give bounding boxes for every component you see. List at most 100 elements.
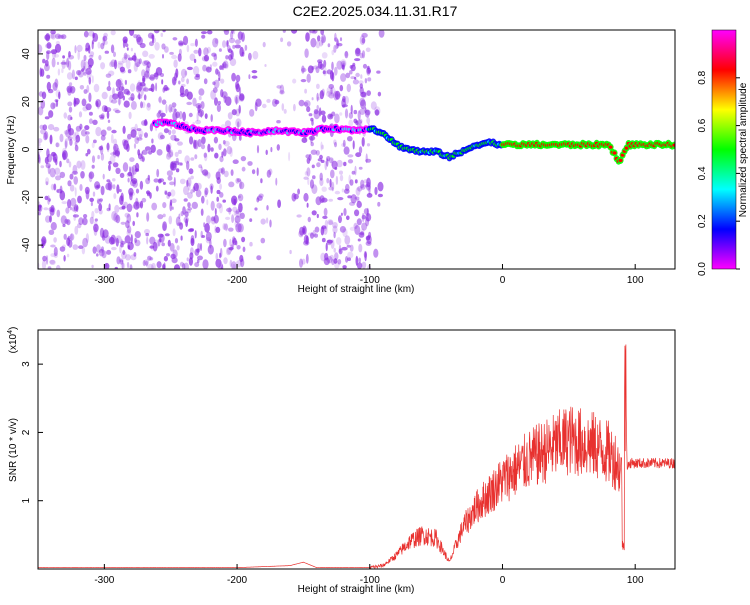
- noise-speckle: [355, 72, 360, 78]
- noise-speckle: [92, 191, 96, 197]
- noise-speckle: [139, 82, 146, 87]
- noise-speckle: [356, 262, 363, 269]
- noise-speckle: [200, 101, 205, 110]
- noise-speckle: [59, 185, 63, 194]
- noise-speckle: [96, 253, 99, 257]
- noise-speckle: [321, 225, 327, 230]
- noise-speckle: [166, 151, 174, 158]
- noise-speckle: [313, 30, 318, 34]
- noise-speckle: [112, 108, 119, 112]
- noise-speckle: [68, 161, 72, 168]
- noise-speckle: [174, 108, 177, 112]
- noise-speckle: [336, 159, 343, 168]
- noise-speckle: [231, 195, 238, 205]
- noise-speckle: [216, 189, 221, 195]
- noise-speckle: [133, 52, 137, 63]
- noise-speckle: [164, 87, 170, 91]
- snr-x-ticks: -300 -200 -100 0 100: [94, 564, 644, 586]
- noise-speckle: [93, 139, 97, 144]
- noise-speckle: [241, 32, 245, 42]
- noise-speckle: [201, 235, 205, 238]
- noise-speckle: [186, 160, 190, 171]
- noise-speckle: [38, 154, 41, 163]
- ridge-point: [624, 146, 629, 150]
- noise-speckle: [377, 193, 383, 198]
- noise-speckle: [162, 54, 164, 59]
- noise-speckle: [200, 208, 204, 216]
- noise-speckle: [374, 186, 378, 196]
- noise-speckle: [157, 178, 162, 184]
- noise-speckle: [72, 244, 79, 250]
- noise-speckle: [239, 179, 242, 189]
- noise-speckle: [46, 51, 50, 60]
- noise-speckle: [200, 230, 203, 239]
- noise-speckle: [356, 218, 362, 226]
- noise-speckle: [81, 246, 86, 255]
- noise-speckle: [239, 93, 245, 101]
- noise-speckle: [135, 34, 142, 43]
- noise-speckle: [255, 98, 262, 107]
- noise-speckle: [138, 153, 143, 160]
- noise-speckle: [146, 212, 150, 222]
- noise-speckle: [129, 192, 133, 201]
- noise-speckle: [307, 177, 310, 186]
- noise-speckle: [49, 259, 56, 265]
- noise-speckle: [339, 170, 343, 175]
- noise-speckle: [212, 81, 216, 85]
- noise-speckle: [378, 30, 385, 38]
- noise-speckle: [236, 178, 241, 183]
- noise-speckle: [344, 235, 351, 245]
- noise-speckle: [326, 256, 333, 264]
- noise-speckle: [70, 197, 77, 207]
- noise-speckle: [85, 67, 92, 75]
- noise-speckle: [46, 153, 53, 163]
- noise-speckle: [373, 248, 379, 258]
- noise-speckle: [258, 193, 264, 198]
- noise-speckle: [282, 30, 286, 33]
- noise-speckle: [334, 141, 337, 148]
- noise-speckle: [222, 40, 227, 48]
- noise-speckle: [354, 179, 358, 184]
- noise-speckle: [219, 65, 223, 70]
- noise-speckle: [321, 114, 327, 123]
- noise-speckle: [80, 160, 86, 170]
- noise-speckle: [231, 109, 237, 116]
- noise-speckle: [223, 238, 227, 248]
- noise-speckle: [256, 145, 260, 154]
- noise-speckle: [74, 205, 77, 213]
- noise-speckle: [251, 169, 256, 175]
- noise-speckle: [214, 208, 217, 216]
- noise-speckle: [320, 30, 325, 35]
- noise-speckle: [347, 136, 353, 142]
- noise-speckle: [193, 139, 199, 150]
- colorbar-label: Normalized spectral amplitude: [738, 82, 749, 217]
- noise-speckle: [157, 239, 161, 247]
- noise-speckle: [225, 96, 232, 106]
- noise-speckle: [340, 73, 347, 82]
- noise-speckle: [334, 66, 338, 76]
- noise-speckle: [237, 223, 244, 233]
- noise-speckle: [356, 200, 362, 209]
- noise-speckle: [56, 61, 60, 65]
- noise-speckle: [348, 174, 352, 184]
- noise-speckle: [128, 187, 134, 196]
- noise-speckle: [365, 235, 371, 241]
- noise-speckle: [281, 103, 285, 111]
- noise-speckle: [129, 30, 135, 36]
- noise-speckle: [63, 254, 66, 262]
- noise-speckle: [239, 212, 245, 219]
- noise-speckle: [274, 99, 280, 105]
- noise-speckle: [319, 90, 324, 100]
- noise-speckle: [45, 181, 49, 186]
- noise-speckle: [40, 165, 45, 169]
- noise-speckle: [140, 101, 143, 109]
- noise-speckle: [241, 166, 246, 172]
- noise-speckle: [232, 206, 238, 213]
- noise-speckle: [191, 201, 198, 209]
- noise-speckle: [216, 196, 219, 202]
- noise-speckle: [339, 37, 343, 42]
- noise-speckle: [321, 52, 328, 59]
- noise-speckle: [315, 150, 320, 156]
- noise-speckle: [206, 30, 213, 35]
- noise-speckle: [94, 181, 101, 190]
